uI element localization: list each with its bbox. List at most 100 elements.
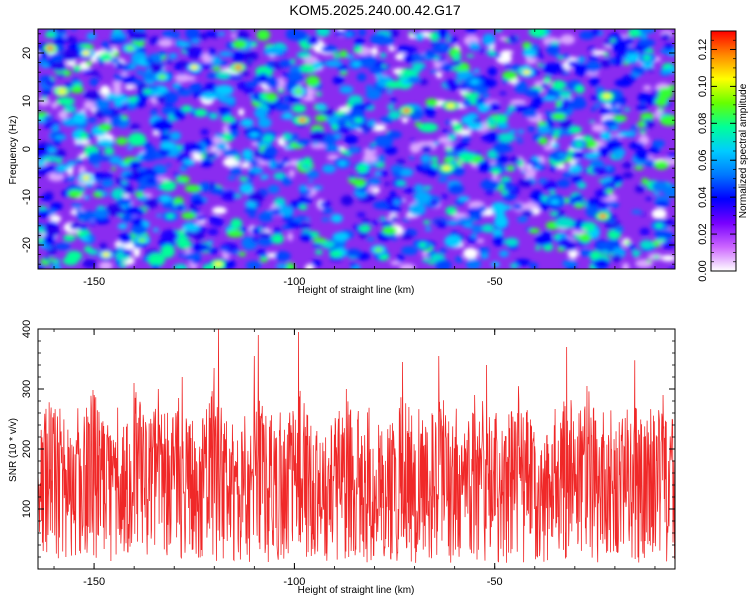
heatmap-cell xyxy=(145,58,153,63)
heatmap-cell xyxy=(527,159,537,166)
heatmap-cell xyxy=(277,88,285,93)
heatmap-cell xyxy=(449,135,455,140)
heatmap-cell xyxy=(507,184,520,196)
heatmap-cell xyxy=(94,98,110,111)
colorbar-tick-label: 0.02 xyxy=(697,223,709,244)
heatmap-cell xyxy=(339,70,348,76)
y-tick-label: 10 xyxy=(21,95,33,107)
heatmap-cell xyxy=(552,134,559,139)
heatmap-cell xyxy=(493,142,510,154)
heatmap-hotspot-core xyxy=(158,74,167,80)
heatmap-cell xyxy=(302,156,313,167)
heatmap-cell xyxy=(97,75,102,79)
heatmap-cell xyxy=(390,165,404,173)
heatmap-cell xyxy=(401,246,418,256)
heatmap-cell xyxy=(191,197,205,206)
heatmap-cell xyxy=(146,85,160,91)
heatmap-cell xyxy=(627,48,637,54)
heatmap-cell xyxy=(82,69,93,75)
heatmap-cell xyxy=(482,33,496,47)
heatmap-cell xyxy=(281,158,291,164)
heatmap-cell xyxy=(646,67,655,72)
heatmap-cell xyxy=(532,96,544,106)
heatmap-cell xyxy=(208,247,219,254)
heatmap-cell xyxy=(631,66,647,75)
heatmap-cell xyxy=(376,154,386,162)
heatmap-cell xyxy=(442,129,449,134)
heatmap-cell xyxy=(634,149,649,162)
heatmap-cell xyxy=(367,144,377,151)
heatmap-xlabel: Height of straight line (km) xyxy=(298,285,415,296)
heatmap-cell xyxy=(439,64,454,72)
heatmap-cell xyxy=(463,247,478,260)
heatmap-cell xyxy=(537,63,544,67)
heatmap-cell xyxy=(422,162,431,168)
heatmap-hotspot-core xyxy=(402,108,411,114)
heatmap-cell xyxy=(189,108,195,112)
heatmap-cell xyxy=(274,161,286,169)
heatmap-cell xyxy=(520,209,534,217)
heatmap-cell xyxy=(345,32,353,37)
heatmap-cell xyxy=(156,213,162,218)
heatmap-cell xyxy=(85,182,94,188)
heatmap-cell xyxy=(524,88,541,97)
heatmap-cell xyxy=(434,219,443,224)
y-tick-label: 100 xyxy=(21,500,33,518)
heatmap-cell xyxy=(257,117,272,129)
heatmap-cell xyxy=(169,131,181,141)
heatmap-cell xyxy=(381,220,394,228)
heatmap-cell xyxy=(370,33,389,46)
heatmap-cell xyxy=(236,30,250,42)
snr-xlabel: Height of straight line (km) xyxy=(298,585,415,596)
heatmap-cell xyxy=(549,211,558,216)
heatmap-cell xyxy=(480,179,500,191)
heatmap-cell xyxy=(221,115,236,123)
heatmap-cell xyxy=(594,258,610,268)
heatmap-cell xyxy=(428,31,441,42)
heatmap-cell xyxy=(611,174,624,184)
heatmap-cell xyxy=(651,240,661,248)
y-tick-label: 20 xyxy=(21,47,33,59)
heatmap-cell xyxy=(471,224,483,234)
heatmap-cell xyxy=(537,137,549,145)
heatmap-cell xyxy=(517,216,528,223)
heatmap-hotspot-core xyxy=(574,141,583,147)
heatmap-cell xyxy=(76,159,83,165)
heatmap-hotspot-core xyxy=(82,50,91,56)
heatmap-cell xyxy=(422,257,430,263)
heatmap-cell xyxy=(262,134,275,143)
heatmap-cell xyxy=(195,214,207,221)
heatmap-cell xyxy=(38,265,46,269)
heatmap-cell xyxy=(131,216,143,227)
heatmap-cell xyxy=(183,230,194,238)
heatmap-cell xyxy=(117,223,128,230)
heatmap-cell xyxy=(337,124,351,134)
heatmap-cell xyxy=(354,37,365,47)
heatmap-hotspot-core xyxy=(46,45,55,51)
heatmap-cell xyxy=(550,41,561,46)
heatmap-cell xyxy=(578,233,592,243)
heatmap-cell xyxy=(371,220,379,226)
heatmap-cell xyxy=(530,189,544,204)
heatmap-cell xyxy=(111,187,125,200)
x-tick-label: -150 xyxy=(83,576,105,588)
heatmap-cell xyxy=(113,51,120,57)
heatmap-cell xyxy=(116,246,125,252)
heatmap-cell xyxy=(247,191,265,203)
heatmap-cell xyxy=(176,238,192,250)
heatmap-cell xyxy=(324,144,341,153)
heatmap-cell xyxy=(593,103,601,108)
heatmap-cell xyxy=(310,260,322,267)
heatmap-cell xyxy=(487,67,498,77)
heatmap-cell xyxy=(448,184,465,195)
heatmap-cell xyxy=(166,59,173,64)
heatmap-cell xyxy=(184,252,202,262)
heatmap-cell xyxy=(473,69,480,73)
heatmap-cell xyxy=(639,239,654,250)
heatmap-cell xyxy=(109,155,122,165)
heatmap-cell xyxy=(271,233,285,244)
heatmap-cell xyxy=(89,78,99,86)
heatmap-cell xyxy=(587,46,596,52)
heatmap-cell xyxy=(326,154,340,161)
